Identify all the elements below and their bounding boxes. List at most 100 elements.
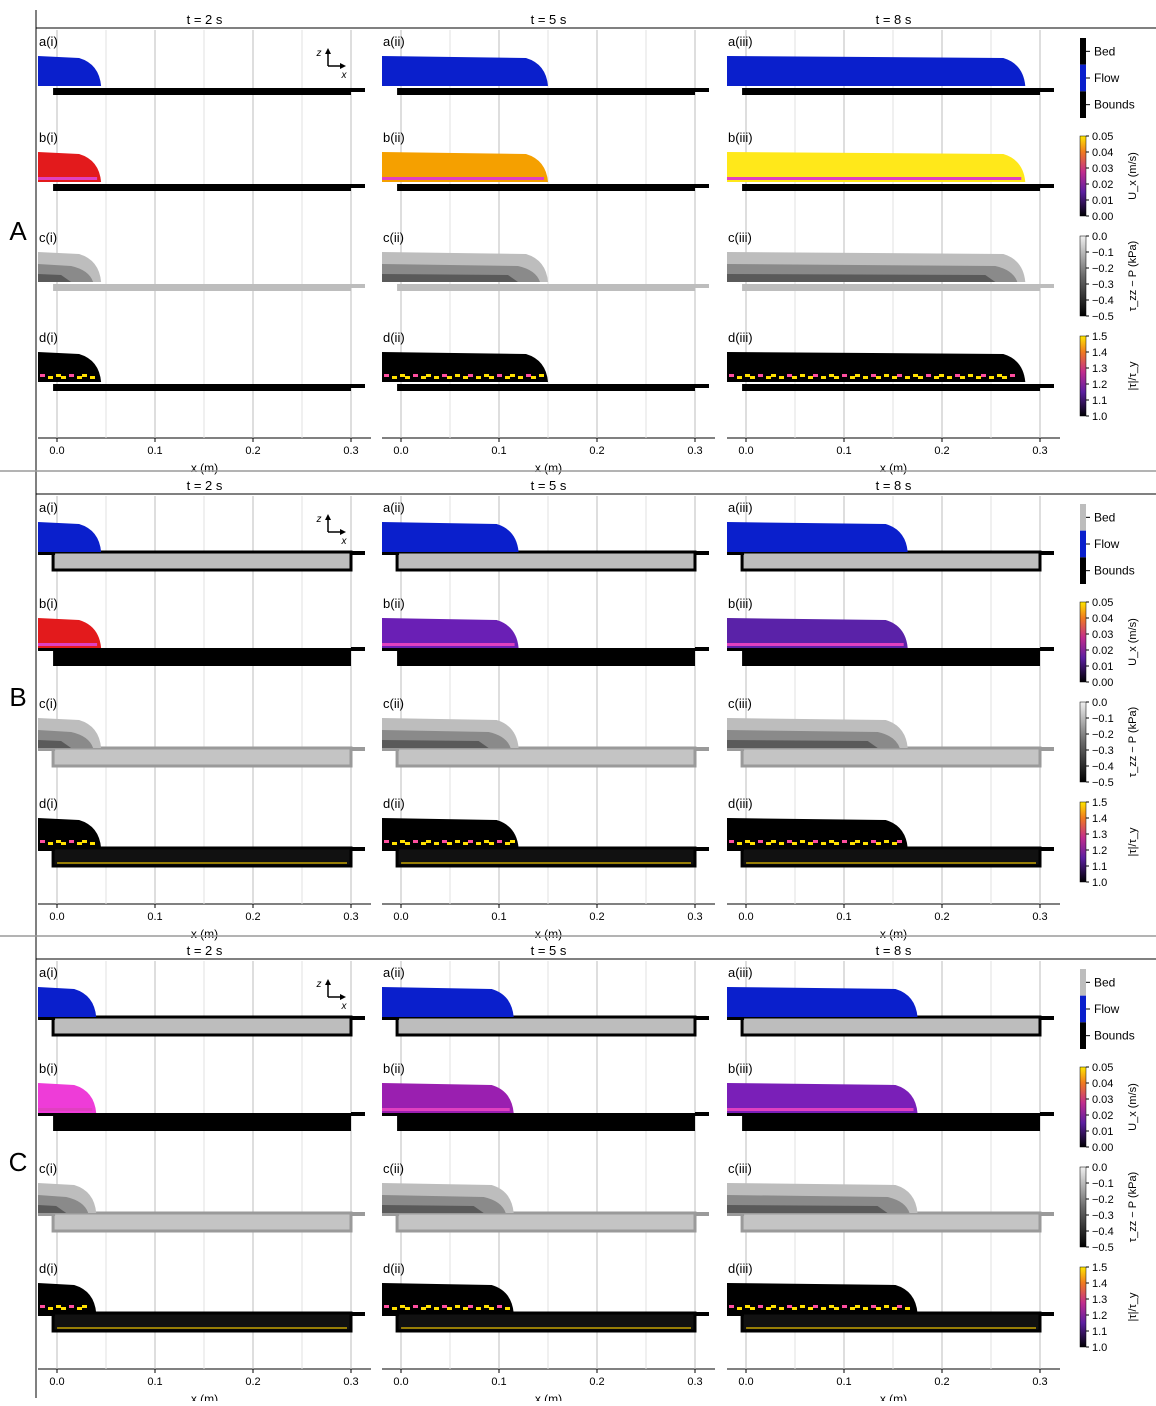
channel-lip	[382, 1112, 400, 1116]
x-tick-label: 0.1	[836, 911, 851, 923]
x-tick-label: 0.3	[343, 1376, 358, 1388]
colorbar-gradient	[1079, 1066, 1087, 1148]
yield-mark	[434, 376, 439, 379]
channel-lip	[695, 1212, 709, 1216]
bed-fill	[53, 648, 351, 666]
colorbar-0: Bed Flow Bounds	[1080, 969, 1135, 1049]
colorbar-label: |τ|/τ_y	[1127, 361, 1139, 391]
x-axis-label: x (m)	[535, 927, 562, 941]
yield-mark	[531, 376, 536, 379]
yield-mark	[821, 1307, 826, 1310]
channel-lip	[38, 1212, 56, 1216]
yield-mark	[876, 1307, 881, 1310]
panel-label: d(iii)	[728, 796, 753, 811]
yield-mark	[434, 842, 439, 845]
yield-mark	[510, 374, 515, 377]
colorbar-tick-label: 0.02	[1092, 179, 1113, 191]
colorbar-swatch	[1080, 504, 1086, 531]
yield-mark	[821, 842, 826, 845]
panel-column: 0.0 0.1 0.2 0.3 x (m) a(i) b(i) c(i) d(i) z x	[38, 961, 371, 1406]
panel-label: b(iii)	[728, 596, 753, 611]
bed-fill	[740, 746, 1042, 768]
yield-mark	[766, 842, 771, 845]
bed-fill	[740, 1015, 1042, 1037]
yield-mark	[384, 840, 389, 843]
panel-label: b(iii)	[728, 1061, 753, 1076]
x-tick-label: 0.1	[491, 1376, 506, 1388]
colorbar-tick-label: 1.3	[1092, 363, 1107, 375]
yield-mark	[413, 840, 418, 843]
x-axis-label: x (m)	[191, 1392, 218, 1401]
colorbar-tick-label: −0.1	[1092, 1178, 1114, 1190]
yield-mark	[476, 1307, 481, 1310]
x-tick-label: 0.0	[738, 1376, 753, 1388]
column-time-header: t = 2 s	[187, 478, 223, 493]
yield-mark	[926, 374, 931, 377]
x-axis-label: x (m)	[191, 927, 218, 941]
yield-mark	[737, 376, 742, 379]
colorbar-gradient	[1079, 135, 1087, 217]
channel-bounds	[397, 184, 695, 191]
colorbar-tick-label: −0.5	[1092, 1242, 1114, 1254]
colorbar-tick-label: 0.0	[1092, 1162, 1107, 1174]
colorbar-tick-label: −0.2	[1092, 1194, 1114, 1206]
x-tick-label: 0.2	[245, 1376, 260, 1388]
velocity-field	[38, 1083, 97, 1113]
channel-lip	[351, 647, 365, 651]
channel-bounds	[53, 284, 351, 291]
colorbar-tick-label: 1.5	[1092, 331, 1107, 343]
x-tick-label: 0.2	[589, 1376, 604, 1388]
yield-mark	[384, 1305, 389, 1308]
velocity-field	[382, 618, 519, 648]
channel-lip	[727, 1212, 745, 1216]
panel-d-2: d(iii)	[727, 1261, 1054, 1333]
x-tick-label: 0.3	[1032, 911, 1047, 923]
channel-lip	[727, 1016, 745, 1020]
colorbar-tick-label: −0.4	[1092, 1226, 1114, 1238]
colorbar-tick-label: 0.03	[1092, 629, 1113, 641]
colorbar-3: 1.5 1.4 1.3 1.2 1.1 1.0 |τ|/τ_y	[1079, 331, 1139, 423]
pressure-field-deep	[727, 740, 878, 748]
yield-mark	[884, 374, 889, 377]
channel-lip	[1040, 284, 1054, 288]
yield-mark	[787, 840, 792, 843]
yield-mark	[871, 1305, 876, 1308]
x-tick-label: 0.3	[343, 911, 358, 923]
channel-lip	[351, 1312, 365, 1316]
yield-mark	[821, 376, 826, 379]
column-time-header: t = 2 s	[187, 12, 223, 27]
yield-mark	[800, 374, 805, 377]
colorbar-tick-label: 0.00	[1092, 211, 1113, 223]
yield-mark	[400, 840, 405, 843]
colorbar-tick-label: −0.5	[1092, 777, 1114, 789]
yield-mark	[905, 376, 910, 379]
bed-fill	[51, 550, 353, 572]
panel-c-0: c(i)	[38, 230, 365, 291]
colorbar-tick-label: 1.4	[1092, 1278, 1107, 1290]
x-tick-label: 0.0	[393, 911, 408, 923]
channel-lip	[351, 1016, 365, 1020]
bed-fill	[395, 1015, 697, 1037]
yield-mark	[771, 1305, 776, 1308]
yield-mark	[48, 376, 53, 379]
yield-mark	[884, 840, 889, 843]
yield-mark	[539, 374, 544, 377]
channel-lip	[695, 551, 709, 555]
bed-fill	[742, 648, 1040, 666]
yield-mark	[61, 842, 66, 845]
panel-d-1: d(ii)	[382, 1261, 709, 1333]
bed-fill	[395, 746, 697, 768]
x-tick-label: 0.2	[934, 911, 949, 923]
yield-mark	[745, 374, 750, 377]
channel-lip	[351, 184, 365, 188]
colorbar-gradient	[1079, 701, 1087, 783]
yield-mark	[421, 842, 426, 845]
panel-label: c(i)	[39, 696, 57, 711]
x-tick-label: 0.3	[1032, 1376, 1047, 1388]
panel-label: d(iii)	[728, 330, 753, 345]
yield-mark	[787, 374, 792, 377]
yield-mark	[960, 376, 965, 379]
colorbar-tick-label: 1.4	[1092, 813, 1107, 825]
velocity-field	[382, 152, 548, 182]
yield-mark	[863, 1307, 868, 1310]
